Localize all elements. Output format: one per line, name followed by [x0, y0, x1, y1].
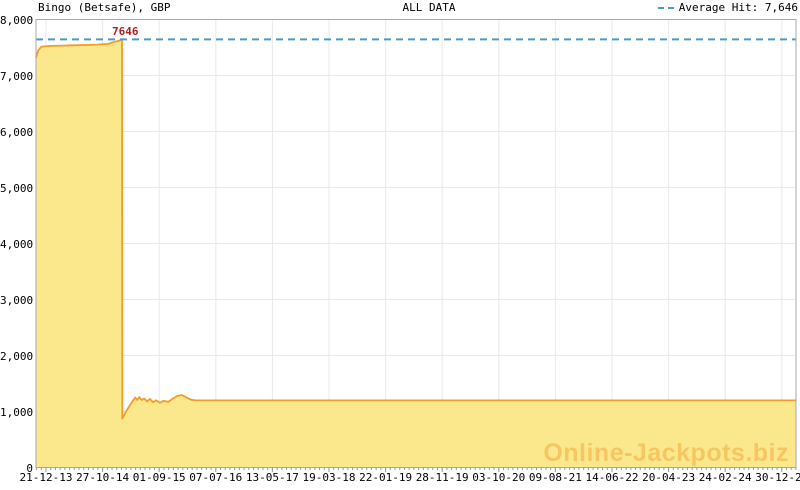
y-tick-label: 5,000: [0, 181, 34, 195]
average-legend: Average Hit: 7,646: [657, 1, 798, 14]
average-line-legend-icon: [657, 6, 675, 9]
y-tick-label: 0: [26, 461, 33, 475]
y-tick-label: 8,000: [0, 13, 34, 27]
y-axis-labels: 0 1,000 2,000 3,000 4,000 5,000 6,000 7,000 8,00…: [0, 0, 33, 490]
x-tick-label: 24-02-24: [698, 471, 752, 484]
x-tick-label: 27-10-14: [76, 471, 130, 484]
x-tick-label: 01-09-15: [132, 471, 186, 484]
x-tick-label: 19-03-18: [302, 471, 356, 484]
x-tick-label: 13-05-17: [245, 471, 299, 484]
x-tick-label: 21-12-13: [19, 471, 73, 484]
y-tick-label: 4,000: [0, 237, 34, 251]
y-tick-label: 3,000: [0, 293, 34, 307]
y-tick-label: 2,000: [0, 349, 34, 363]
x-tick-label: 07-07-16: [189, 471, 243, 484]
series-title: Bingo (Betsafe), GBP: [38, 1, 171, 14]
y-tick-label: 6,000: [0, 125, 34, 139]
x-tick-label: 28-11-19: [415, 471, 469, 484]
x-tick-label: 30-12-24: [755, 471, 800, 484]
peak-value-label: 7646: [112, 25, 139, 38]
x-tick-label: 20-04-23: [642, 471, 696, 484]
chart-title: ALL DATA: [402, 1, 456, 14]
average-legend-label: Average Hit: 7,646: [678, 1, 798, 14]
y-tick-label: 7,000: [0, 69, 34, 83]
y-tick-label: 1,000: [0, 405, 34, 419]
x-tick-label: 14-06-22: [585, 471, 639, 484]
x-tick-label: 22-01-19: [359, 471, 413, 484]
x-tick-label: 09-08-21: [528, 471, 582, 484]
watermark: Online-Jackpots.biz: [543, 439, 789, 467]
x-tick-label: 03-10-20: [472, 471, 526, 484]
